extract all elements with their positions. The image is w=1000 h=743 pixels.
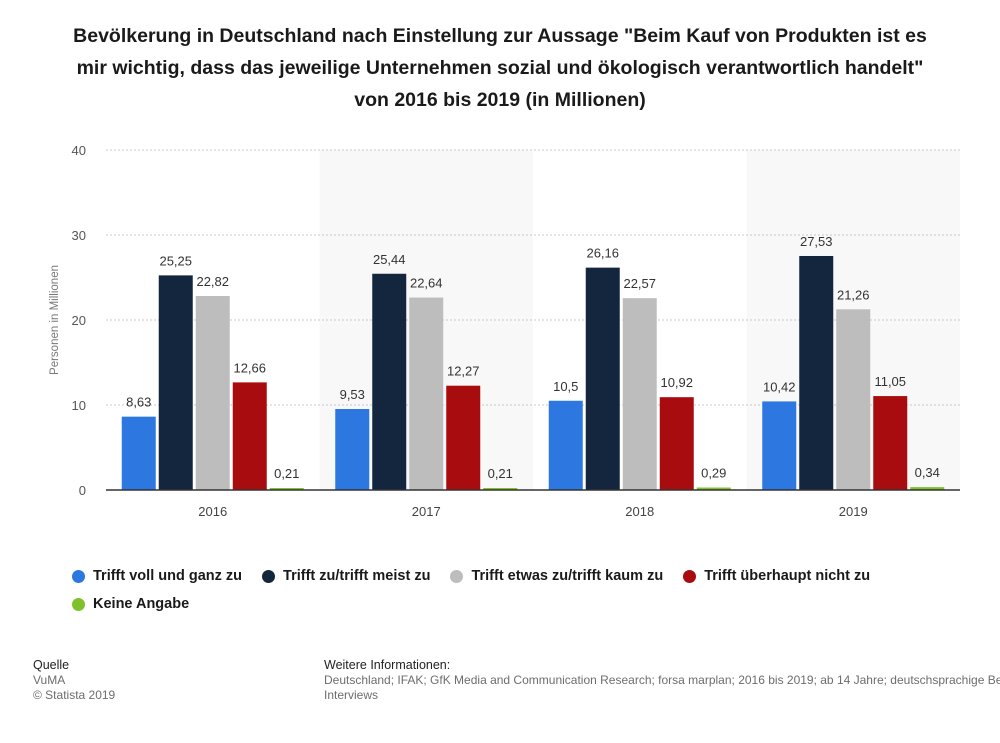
bar-value-label: 22,57 (623, 276, 656, 291)
bar (762, 401, 797, 490)
legend-swatch-icon (72, 569, 85, 583)
y-axis-label: Personen in Millionen (49, 265, 61, 375)
y-tick-label: 0 (79, 483, 86, 498)
legend-swatch-icon (72, 597, 85, 611)
bar-value-label: 21,26 (837, 287, 870, 302)
bar-value-label: 0,21 (274, 466, 299, 481)
y-tick-label: 30 (72, 228, 86, 243)
chart-title: Bevölkerung in Deutschland nach Einstell… (73, 25, 927, 111)
legend-item[interactable]: Trifft voll und ganz zu (72, 566, 242, 586)
bar (195, 296, 230, 490)
source-block: Quelle VuMA © Statista 2019 (33, 658, 115, 703)
bar-value-label: 0,29 (701, 466, 726, 481)
y-tick-label: 10 (72, 398, 86, 413)
bar (269, 488, 304, 490)
bar (836, 309, 871, 490)
info-line: Deutschland; IFAK; GfK Media and Communi… (324, 673, 1000, 687)
legend-label: Trifft überhaupt nicht zu (704, 568, 871, 584)
legend-swatch-icon (683, 569, 697, 583)
bar-chart: 0 10 20 30 40 Personen in Millionen 8,63 25,25 2… (49, 143, 960, 519)
bar-value-label: 0,21 (488, 466, 513, 481)
legend-label: Trifft voll und ganz zu (93, 568, 243, 584)
source-line: VuMA (33, 673, 66, 687)
x-tick-label: 2018 (625, 504, 654, 519)
bar (409, 297, 444, 490)
info-line: Interviews (324, 688, 379, 702)
bar-value-label: 11,05 (874, 374, 906, 389)
bar (232, 382, 267, 490)
bar (799, 255, 834, 490)
bar (659, 397, 694, 490)
info-heading: Weitere Informationen: (324, 658, 451, 672)
source-heading: Quelle (33, 658, 70, 672)
bar-value-label: 10,92 (660, 375, 693, 390)
bar (372, 273, 407, 490)
bar-value-label: 10,5 (553, 379, 578, 394)
legend-item[interactable]: Trifft etwas zu/trifft kaum zu (450, 566, 663, 586)
legend-label: Trifft etwas zu/trifft kaum zu (471, 568, 664, 584)
x-tick-label: 2017 (412, 504, 441, 519)
legend-label: Keine Angabe (93, 596, 190, 612)
bar (335, 408, 370, 490)
bar (622, 298, 657, 490)
bar-value-label: 26,16 (586, 246, 619, 261)
bar-value-label: 22,64 (410, 276, 443, 291)
bar (585, 267, 620, 490)
source-line: © Statista 2019 (33, 688, 116, 702)
y-tick-label: 40 (72, 143, 86, 158)
legend-item[interactable]: Trifft überhaupt nicht zu (683, 566, 870, 586)
bar (696, 487, 731, 490)
bar-value-label: 0,34 (915, 465, 940, 480)
bar-value-label: 9,53 (340, 387, 365, 402)
info-block: Weitere Informationen: Deutschland; IFAK… (324, 658, 1000, 703)
bar-value-label: 12,27 (447, 364, 480, 379)
bar-value-label: 22,82 (196, 274, 229, 289)
bar (121, 416, 156, 490)
bar (548, 400, 583, 490)
bar-value-label: 8,63 (126, 395, 151, 410)
y-tick-label: 20 (72, 313, 86, 328)
legend-item[interactable]: Keine Angabe (72, 594, 189, 614)
bar-value-label: 27,53 (800, 234, 833, 249)
x-tick-label: 2019 (839, 504, 868, 519)
legend-swatch-icon (450, 569, 464, 583)
legend-item[interactable]: Trifft zu/trifft meist zu (262, 566, 430, 586)
bar (483, 488, 518, 490)
legend-swatch-icon (262, 569, 276, 583)
bar (873, 396, 908, 490)
legend-label: Trifft zu/trifft meist zu (283, 568, 431, 584)
x-tick-label: 2016 (198, 504, 227, 519)
bar (910, 487, 945, 490)
bar-value-label: 10,42 (763, 379, 796, 394)
chart-legend: Trifft voll und ganz zu Trifft zu/trifft … (72, 566, 972, 614)
bar-value-label: 12,66 (233, 360, 266, 375)
bar-value-label: 25,25 (159, 253, 192, 268)
bar (446, 385, 481, 490)
bar-value-label: 25,44 (373, 252, 406, 267)
bar (158, 275, 193, 490)
